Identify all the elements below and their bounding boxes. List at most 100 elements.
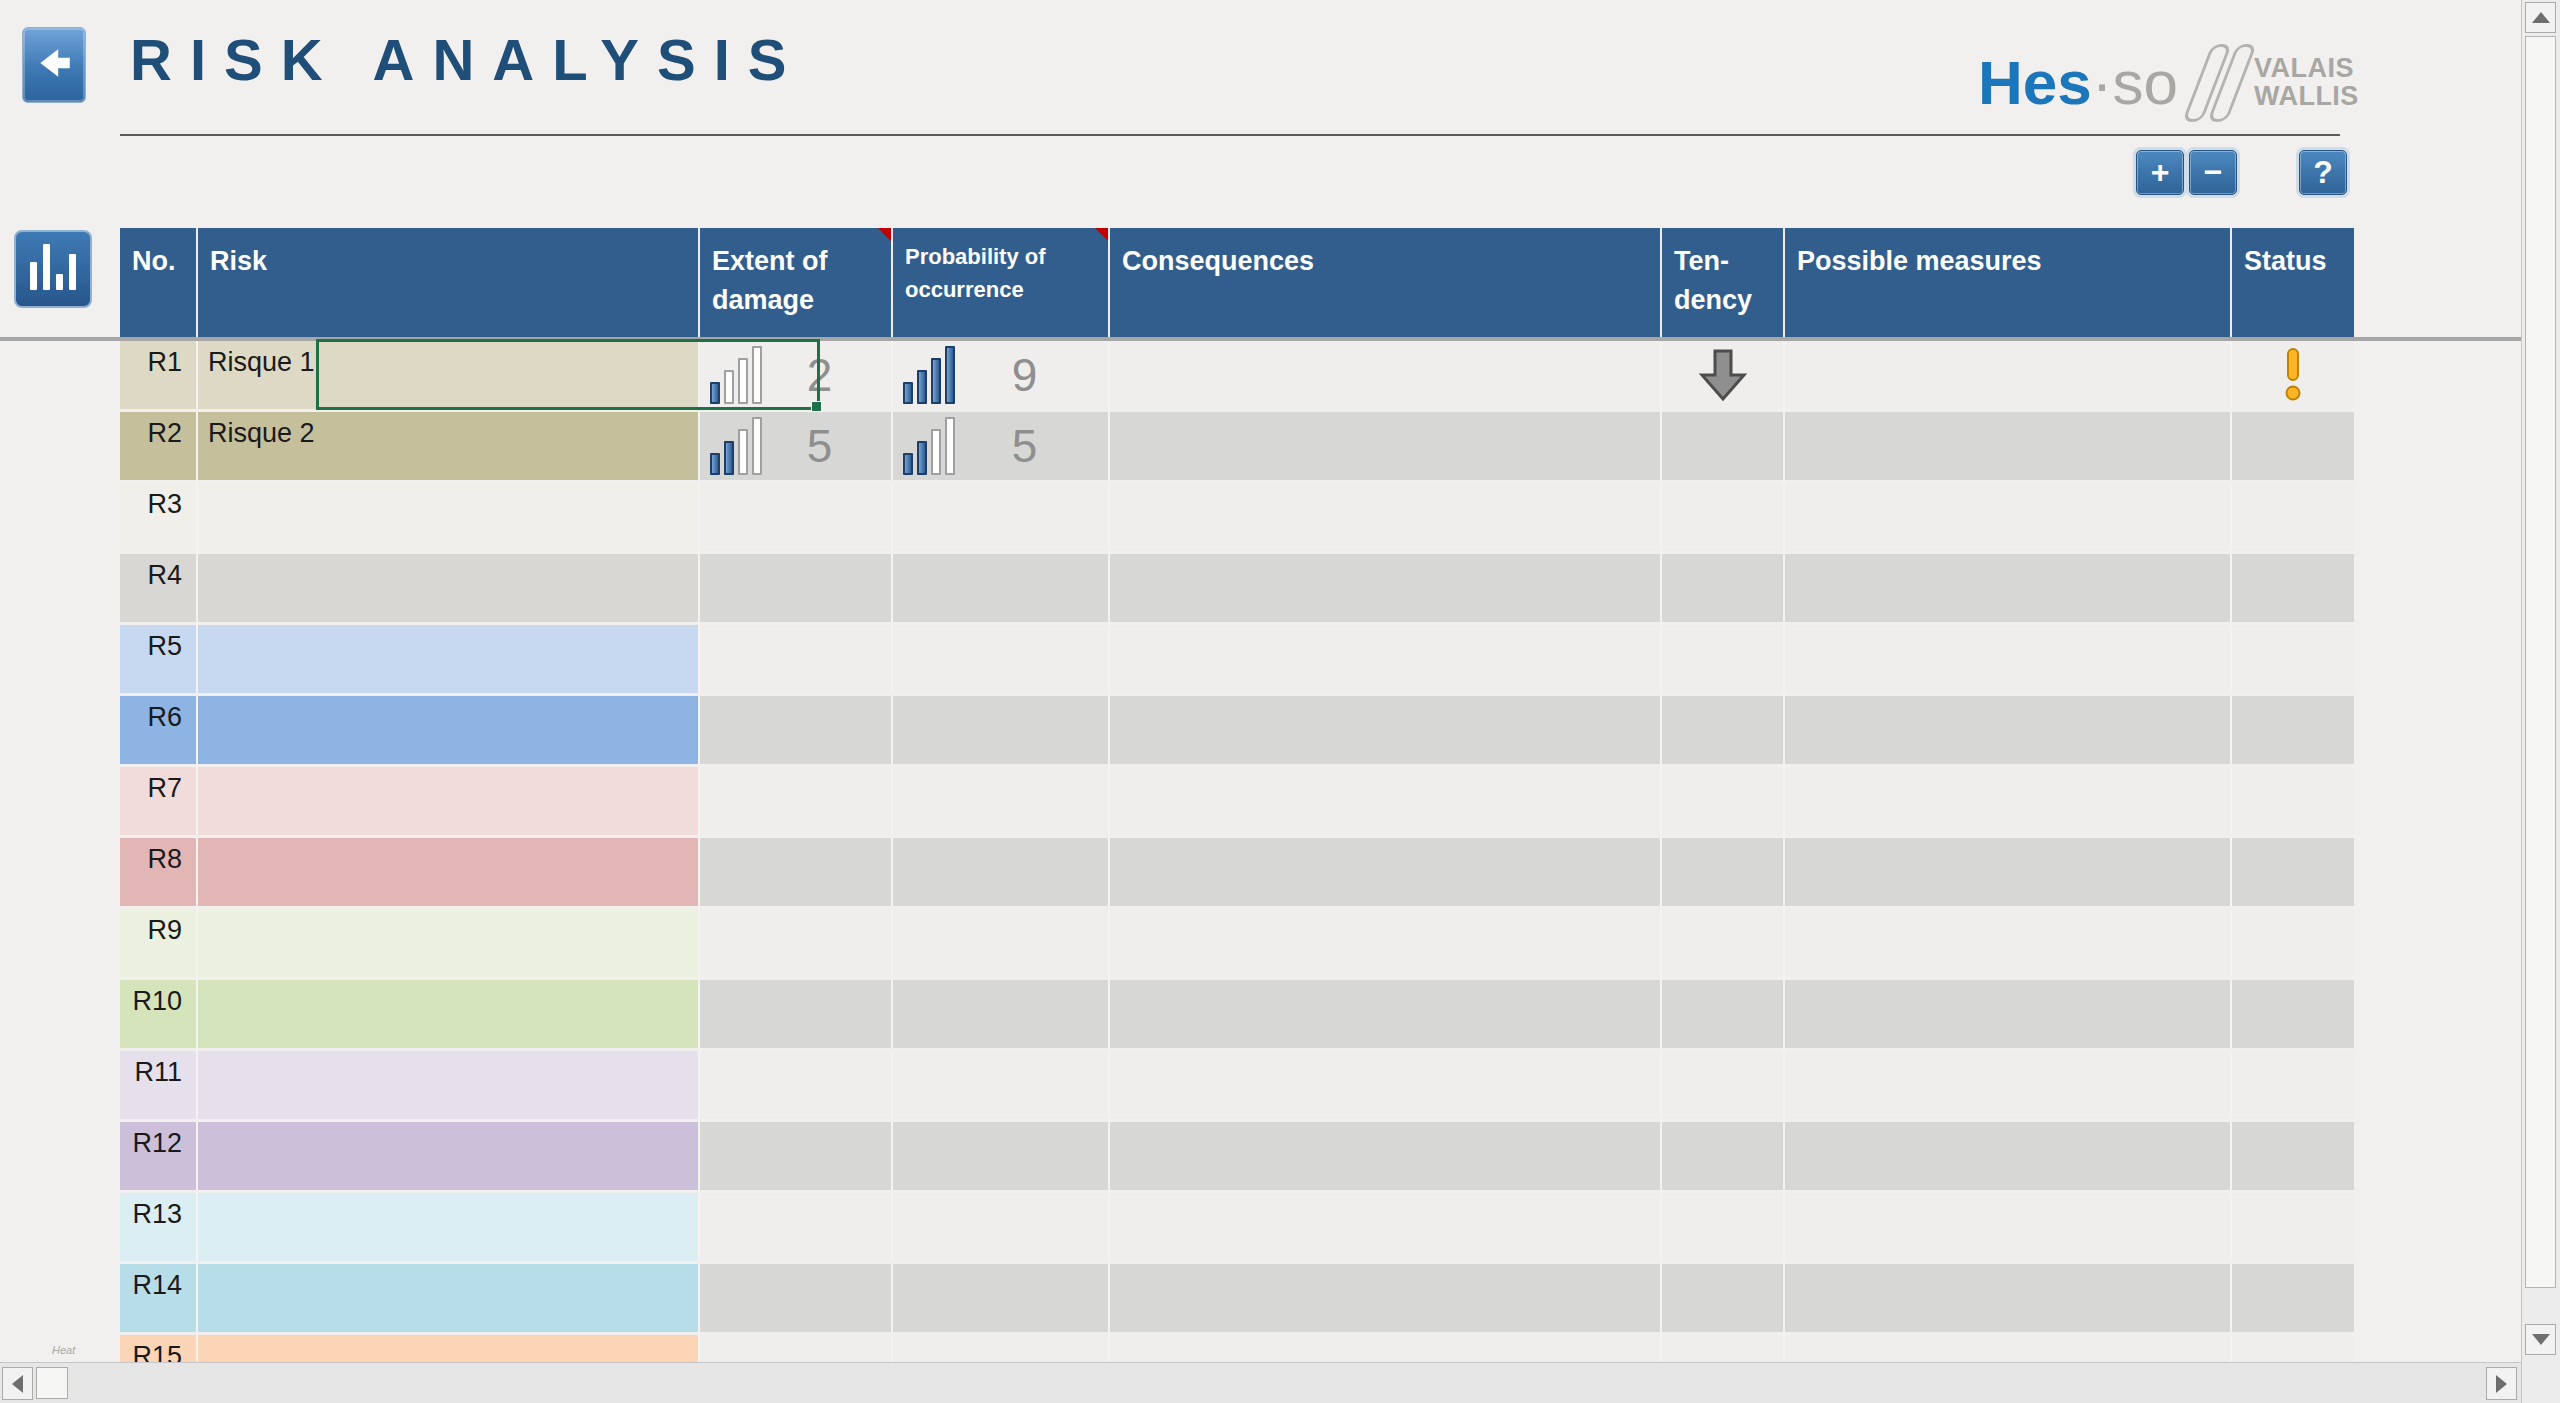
- cell-extent-r9[interactable]: [700, 909, 893, 977]
- cell-measures-r1[interactable]: [1785, 341, 2232, 409]
- cell-status-r8[interactable]: [2232, 838, 2354, 906]
- cell-status-r11[interactable]: [2232, 1051, 2354, 1119]
- cell-extent-r6[interactable]: [700, 696, 893, 764]
- cell-risk-r14[interactable]: [198, 1264, 700, 1332]
- horizontal-scroll-thumb[interactable]: [36, 1367, 68, 1399]
- cell-tendency-r6[interactable]: [1662, 696, 1785, 764]
- cell-consequences-r8[interactable]: [1110, 838, 1662, 906]
- fill-handle[interactable]: [811, 401, 822, 412]
- cell-no-r13[interactable]: R13: [120, 1193, 198, 1261]
- cell-tendency-r2[interactable]: [1662, 412, 1785, 480]
- column-header-tendency[interactable]: Ten-dency: [1662, 228, 1785, 337]
- cell-extent-r15[interactable]: [700, 1335, 893, 1362]
- cell-no-r9[interactable]: R9: [120, 909, 198, 977]
- cell-tendency-r1[interactable]: [1662, 341, 1785, 409]
- cell-tendency-r13[interactable]: [1662, 1193, 1785, 1261]
- cell-tendency-r10[interactable]: [1662, 980, 1785, 1048]
- column-header-consequences[interactable]: Consequences: [1110, 228, 1662, 337]
- scroll-right-button[interactable]: [2486, 1367, 2517, 1400]
- cell-status-r2[interactable]: [2232, 412, 2354, 480]
- cell-extent-r7[interactable]: [700, 767, 893, 835]
- cell-no-r10[interactable]: R10: [120, 980, 198, 1048]
- cell-probability-r9[interactable]: [893, 909, 1110, 977]
- cell-consequences-r5[interactable]: [1110, 625, 1662, 693]
- cell-no-r1[interactable]: R1: [120, 341, 198, 409]
- cell-no-r8[interactable]: R8: [120, 838, 198, 906]
- cell-risk-r9[interactable]: [198, 909, 700, 977]
- cell-probability-r13[interactable]: [893, 1193, 1110, 1261]
- cell-risk-r3[interactable]: [198, 483, 700, 551]
- cell-extent-r5[interactable]: [700, 625, 893, 693]
- cell-consequences-r7[interactable]: [1110, 767, 1662, 835]
- cell-extent-r12[interactable]: [700, 1122, 893, 1190]
- vertical-scroll-thumb[interactable]: [2525, 36, 2556, 1288]
- cell-tendency-r11[interactable]: [1662, 1051, 1785, 1119]
- column-header-no[interactable]: No.: [120, 228, 198, 337]
- cell-consequences-r15[interactable]: [1110, 1335, 1662, 1362]
- cell-measures-r10[interactable]: [1785, 980, 2232, 1048]
- cell-tendency-r4[interactable]: [1662, 554, 1785, 622]
- cell-status-r12[interactable]: [2232, 1122, 2354, 1190]
- cell-tendency-r3[interactable]: [1662, 483, 1785, 551]
- cell-status-r14[interactable]: [2232, 1264, 2354, 1332]
- cell-measures-r8[interactable]: [1785, 838, 2232, 906]
- cell-probability-r3[interactable]: [893, 483, 1110, 551]
- chart-view-button[interactable]: [14, 230, 92, 308]
- cell-tendency-r15[interactable]: [1662, 1335, 1785, 1362]
- cell-measures-r9[interactable]: [1785, 909, 2232, 977]
- cell-no-r3[interactable]: R3: [120, 483, 198, 551]
- cell-no-r12[interactable]: R12: [120, 1122, 198, 1190]
- cell-status-r1[interactable]: [2232, 341, 2354, 409]
- vertical-scrollbar[interactable]: [2521, 0, 2560, 1403]
- back-button[interactable]: [22, 27, 86, 103]
- cell-status-r6[interactable]: [2232, 696, 2354, 764]
- cell-status-r9[interactable]: [2232, 909, 2354, 977]
- column-header-status[interactable]: Status: [2232, 228, 2354, 337]
- cell-consequences-r12[interactable]: [1110, 1122, 1662, 1190]
- cell-no-r6[interactable]: R6: [120, 696, 198, 764]
- cell-measures-r7[interactable]: [1785, 767, 2232, 835]
- cell-no-r11[interactable]: R11: [120, 1051, 198, 1119]
- cell-probability-r5[interactable]: [893, 625, 1110, 693]
- cell-consequences-r4[interactable]: [1110, 554, 1662, 622]
- cell-consequences-r1[interactable]: [1110, 341, 1662, 409]
- cell-measures-r5[interactable]: [1785, 625, 2232, 693]
- cell-consequences-r14[interactable]: [1110, 1264, 1662, 1332]
- add-row-button[interactable]: +: [2136, 150, 2184, 195]
- scroll-up-button[interactable]: [2525, 2, 2556, 33]
- cell-extent-r10[interactable]: [700, 980, 893, 1048]
- cell-status-r7[interactable]: [2232, 767, 2354, 835]
- cell-measures-r14[interactable]: [1785, 1264, 2232, 1332]
- cell-extent-r3[interactable]: [700, 483, 893, 551]
- cell-risk-r2[interactable]: Risque 2: [198, 412, 700, 480]
- cell-probability-r11[interactable]: [893, 1051, 1110, 1119]
- cell-no-r7[interactable]: R7: [120, 767, 198, 835]
- cell-probability-r7[interactable]: [893, 767, 1110, 835]
- cell-status-r15[interactable]: [2232, 1335, 2354, 1362]
- remove-row-button[interactable]: −: [2189, 150, 2237, 195]
- cell-extent-r4[interactable]: [700, 554, 893, 622]
- cell-probability-r14[interactable]: [893, 1264, 1110, 1332]
- cell-extent-r13[interactable]: [700, 1193, 893, 1261]
- cell-measures-r13[interactable]: [1785, 1193, 2232, 1261]
- cell-status-r10[interactable]: [2232, 980, 2354, 1048]
- cell-probability-r10[interactable]: [893, 980, 1110, 1048]
- cell-tendency-r12[interactable]: [1662, 1122, 1785, 1190]
- cell-risk-r6[interactable]: [198, 696, 700, 764]
- cell-status-r13[interactable]: [2232, 1193, 2354, 1261]
- cell-measures-r15[interactable]: [1785, 1335, 2232, 1362]
- cell-risk-r11[interactable]: [198, 1051, 700, 1119]
- cell-measures-r2[interactable]: [1785, 412, 2232, 480]
- cell-risk-r13[interactable]: [198, 1193, 700, 1261]
- cell-probability-r6[interactable]: [893, 696, 1110, 764]
- cell-extent-r11[interactable]: [700, 1051, 893, 1119]
- cell-probability-r15[interactable]: [893, 1335, 1110, 1362]
- cell-measures-r12[interactable]: [1785, 1122, 2232, 1190]
- cell-status-r5[interactable]: [2232, 625, 2354, 693]
- cell-risk-r4[interactable]: [198, 554, 700, 622]
- cell-status-r3[interactable]: [2232, 483, 2354, 551]
- cell-no-r5[interactable]: R5: [120, 625, 198, 693]
- cell-probability-r4[interactable]: [893, 554, 1110, 622]
- cell-tendency-r5[interactable]: [1662, 625, 1785, 693]
- cell-probability-r8[interactable]: [893, 838, 1110, 906]
